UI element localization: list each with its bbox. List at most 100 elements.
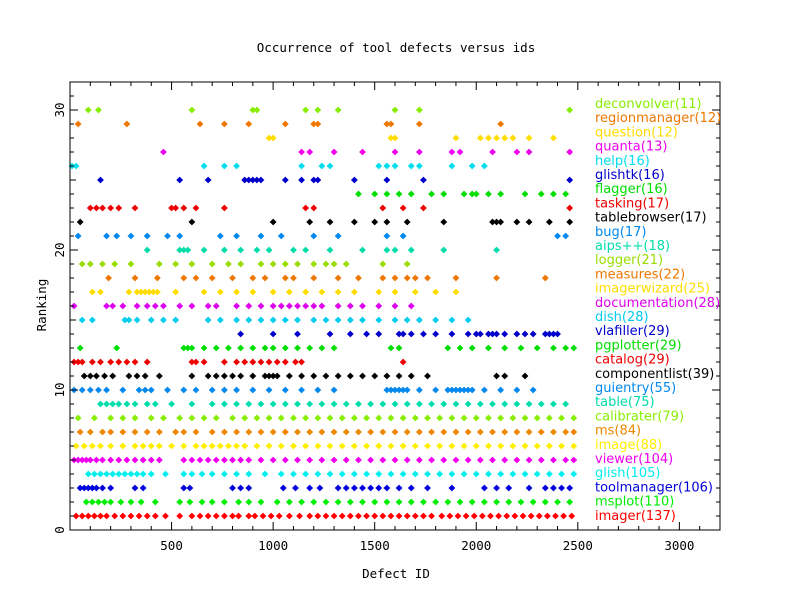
- data-point: [80, 442, 88, 450]
- data-point: [543, 512, 551, 520]
- data-point: [562, 400, 570, 408]
- data-point: [464, 456, 472, 464]
- data-point: [525, 428, 533, 436]
- data-point: [235, 498, 242, 506]
- data-point: [241, 176, 249, 184]
- data-point: [478, 512, 486, 520]
- data-point: [444, 386, 452, 394]
- data-point: [521, 372, 529, 380]
- legend-entry: calibrater(79): [595, 409, 684, 424]
- data-point: [72, 162, 80, 170]
- data-point: [306, 344, 314, 352]
- data-point: [131, 442, 139, 450]
- data-point: [180, 274, 188, 282]
- data-point: [90, 470, 98, 478]
- data-point: [245, 428, 253, 436]
- data-point: [273, 358, 281, 366]
- data-point: [334, 484, 342, 492]
- data-point: [464, 428, 472, 436]
- data-point: [456, 344, 464, 352]
- data-point: [525, 456, 533, 464]
- data-point: [509, 134, 517, 142]
- data-point: [314, 120, 322, 128]
- legend-entry: glishtk(16): [595, 168, 665, 183]
- data-point: [103, 400, 110, 408]
- data-point: [403, 260, 411, 268]
- data-point: [371, 512, 379, 520]
- data-point: [237, 456, 245, 464]
- data-point: [84, 484, 92, 492]
- data-point: [375, 162, 383, 170]
- data-point: [261, 344, 269, 352]
- data-point: [525, 148, 533, 156]
- data-point: [196, 512, 204, 520]
- data-point: [113, 232, 121, 240]
- data-point: [292, 484, 299, 492]
- data-point: [326, 162, 334, 170]
- data-point: [338, 414, 346, 422]
- data-point: [415, 456, 423, 464]
- data-point: [76, 218, 84, 226]
- data-point: [521, 470, 529, 478]
- data-point: [375, 316, 383, 324]
- data-point: [306, 400, 314, 408]
- data-point: [117, 498, 125, 506]
- data-point: [277, 414, 285, 422]
- data-point: [521, 190, 529, 198]
- data-point: [233, 232, 240, 240]
- data-point: [493, 246, 500, 254]
- data-point: [489, 330, 496, 338]
- data-point: [188, 106, 196, 114]
- data-point: [318, 428, 326, 436]
- data-point: [513, 148, 521, 156]
- data-point: [229, 456, 236, 464]
- data-point: [436, 442, 444, 450]
- data-point: [432, 330, 440, 338]
- series-12: [70, 358, 407, 366]
- data-point: [452, 386, 460, 394]
- data-point: [493, 218, 500, 226]
- data-point: [550, 456, 557, 464]
- data-point: [440, 218, 448, 226]
- data-point: [440, 190, 448, 198]
- data-point: [188, 302, 196, 310]
- data-point: [253, 414, 261, 422]
- data-point: [472, 470, 480, 478]
- data-point: [330, 148, 338, 156]
- legend-entry: componentlist(39): [595, 367, 714, 382]
- data-point: [359, 246, 366, 254]
- data-point: [281, 456, 289, 464]
- data-point: [176, 232, 184, 240]
- data-point: [448, 162, 456, 170]
- data-point: [204, 316, 212, 324]
- data-point: [281, 428, 289, 436]
- data-point: [391, 106, 399, 114]
- data-point: [99, 456, 106, 464]
- data-point: [448, 330, 456, 338]
- data-point: [119, 512, 127, 520]
- data-point: [151, 400, 159, 408]
- legend-entry: quanta(13): [595, 140, 667, 155]
- data-point: [346, 302, 354, 310]
- data-point: [72, 512, 80, 520]
- data-point: [310, 260, 318, 268]
- data-point: [109, 470, 117, 478]
- data-point: [186, 484, 194, 492]
- data-point: [204, 456, 212, 464]
- series-4: [84, 470, 578, 478]
- data-point: [454, 512, 462, 520]
- data-point: [298, 372, 305, 380]
- data-point: [428, 190, 435, 198]
- data-point: [139, 456, 147, 464]
- data-point: [294, 344, 301, 352]
- data-point: [249, 106, 257, 114]
- data-point: [375, 288, 383, 296]
- data-point: [296, 512, 303, 520]
- data-point: [513, 330, 521, 338]
- data-point: [485, 442, 492, 450]
- data-point: [560, 512, 567, 520]
- data-point: [387, 134, 395, 142]
- data-point: [192, 442, 200, 450]
- data-point: [395, 344, 403, 352]
- data-point: [460, 470, 468, 478]
